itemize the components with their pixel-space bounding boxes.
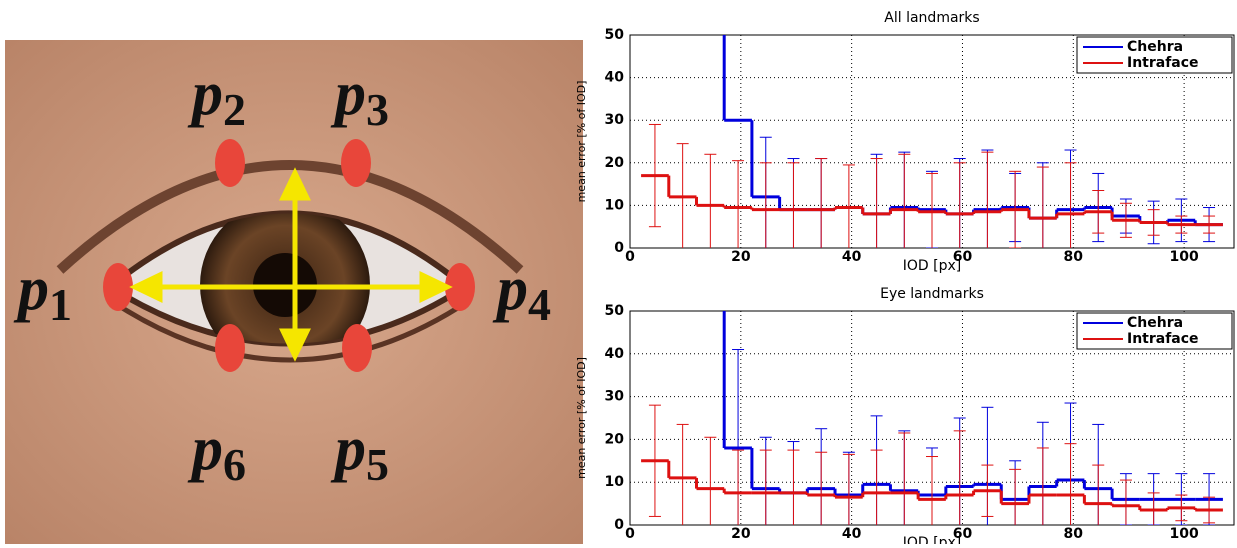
y-tick-label: 20 — [605, 431, 625, 447]
x-tick-label: 80 — [1064, 526, 1084, 542]
legend-label: Intraface — [1127, 331, 1199, 347]
x-tick-label: 100 — [1170, 249, 1199, 265]
label-letter: p — [13, 255, 49, 323]
label-letter: p — [492, 255, 528, 323]
label-index: 1 — [49, 279, 72, 330]
label-index: 4 — [528, 279, 551, 330]
y-tick-label: 30 — [605, 389, 625, 405]
x-tick-label: 40 — [842, 249, 862, 265]
landmark — [215, 139, 245, 187]
y-tick-label: 50 — [605, 27, 625, 43]
y-tick-label: 0 — [614, 240, 624, 256]
x-tick-label: 0 — [625, 249, 635, 265]
y-tick-label: 50 — [605, 303, 625, 319]
y-tick-label: 20 — [605, 155, 625, 171]
label-letter: p — [330, 415, 366, 483]
y-tick-label: 0 — [614, 517, 624, 533]
label-letter: p — [187, 60, 223, 128]
label-letter: p — [187, 415, 223, 483]
landmark — [103, 263, 133, 311]
y-axis-label: mean error [% of IOD] — [575, 81, 588, 203]
landmark — [341, 139, 371, 187]
x-tick-label: 40 — [842, 526, 862, 542]
legend-label: Chehra — [1127, 39, 1183, 55]
x-tick-label: 0 — [625, 526, 635, 542]
landmark — [342, 324, 372, 372]
x-tick-label: 60 — [953, 526, 973, 542]
landmark — [215, 324, 245, 372]
label-index: 2 — [223, 84, 246, 135]
x-tick-label: 60 — [953, 249, 973, 265]
x-tick-label: 20 — [731, 249, 751, 265]
legend-label: Intraface — [1127, 55, 1199, 71]
y-tick-label: 40 — [605, 346, 625, 362]
legend-label: Chehra — [1127, 315, 1183, 331]
y-axis-label: mean error [% of IOD] — [575, 357, 588, 479]
chart-title: All landmarks — [884, 10, 979, 26]
label-index: 6 — [223, 439, 246, 490]
chart-title: Eye landmarks — [880, 286, 984, 302]
x-tick-label: 80 — [1064, 249, 1084, 265]
x-tick-label: 100 — [1170, 526, 1199, 542]
y-tick-label: 40 — [605, 70, 625, 86]
label-index: 5 — [366, 439, 389, 490]
y-tick-label: 10 — [605, 197, 625, 213]
y-tick-label: 10 — [605, 474, 625, 490]
figure: p1p2p3p4p5p6All landmarksIOD [px]mean er… — [0, 0, 1237, 544]
label-index: 3 — [366, 84, 389, 135]
label-letter: p — [330, 60, 366, 128]
x-tick-label: 20 — [731, 526, 751, 542]
y-tick-label: 30 — [605, 112, 625, 128]
